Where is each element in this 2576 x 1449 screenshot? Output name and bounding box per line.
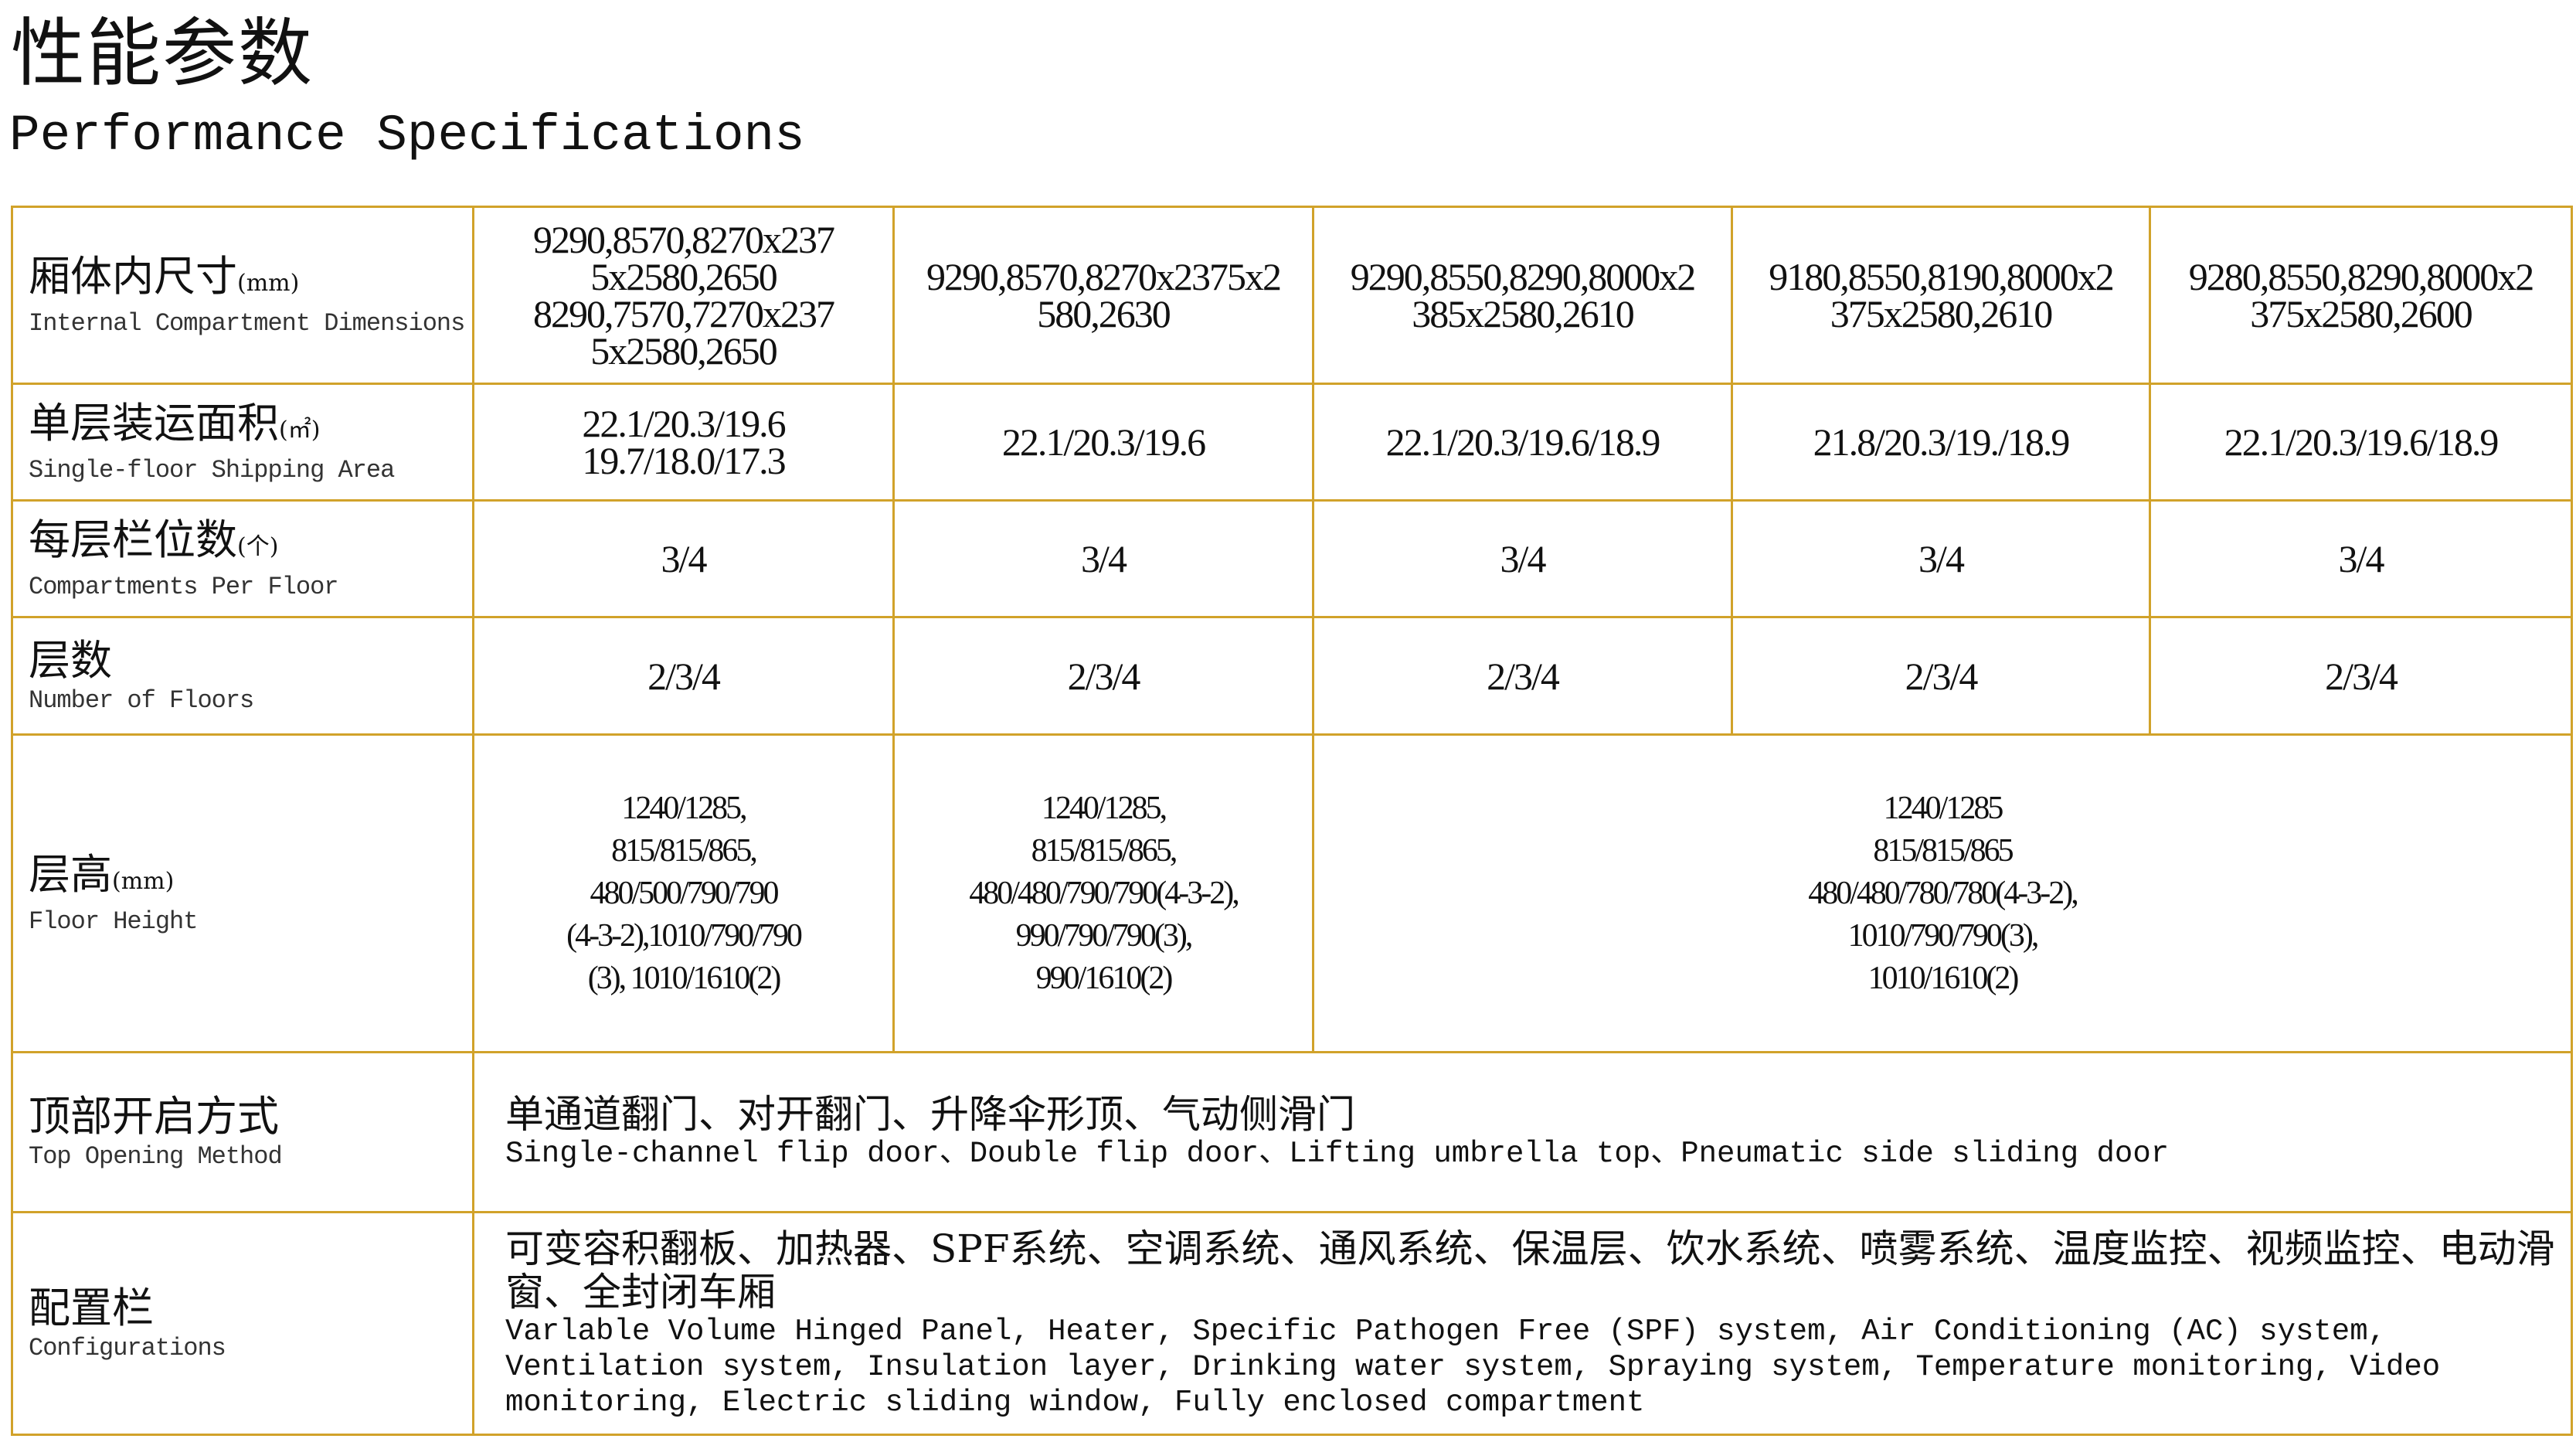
label-cn: 每层栏位数 <box>29 515 237 564</box>
row-label: 厢体内尺寸(mm) Internal Compartment Dimension… <box>11 206 474 385</box>
label-en: Compartments Per Floor <box>29 572 338 601</box>
label-cn: 厢体内尺寸 <box>29 251 237 301</box>
label-en: Floor Height <box>29 906 198 936</box>
table-row-top-opening: 顶部开启方式 Top Opening Method 单通道翻门、对开翻门、升降伞… <box>11 1051 2573 1213</box>
table-cell: 3/4 <box>2149 499 2573 618</box>
label-unit: (mm) <box>237 269 300 297</box>
label-en: Top Opening Method <box>29 1142 283 1171</box>
table-row-compartments: 每层栏位数(个) Compartments Per Floor 3/4 3/4 … <box>11 499 2573 618</box>
table-cell: 2/3/4 <box>892 616 1314 736</box>
table-cell: 9290,8550,8290,8000x2 385x2580,2610 <box>1312 206 1733 385</box>
label-cn: 顶部开启方式 <box>29 1092 279 1141</box>
label-en: Configurations <box>29 1333 226 1362</box>
table-cell-merged: 单通道翻门、对开翻门、升降伞形顶、气动侧滑门 Single-channel fl… <box>472 1051 2573 1213</box>
table-cell: 1240/1285, 815/815/865, 480/480/790/790(… <box>892 733 1314 1053</box>
label-en: Internal Compartment Dimensions <box>29 308 465 338</box>
table-cell-merged: 1240/1285 815/815/865 480/480/780/780(4-… <box>1312 733 2573 1053</box>
table-cell: 2/3/4 <box>2149 616 2573 736</box>
table-cell: 22.1/20.3/19.6/18.9 <box>1312 383 1733 502</box>
table-cell: 2/3/4 <box>472 616 895 736</box>
table-cell: 3/4 <box>892 499 1314 618</box>
table-row-dimensions: 厢体内尺寸(mm) Internal Compartment Dimension… <box>11 206 2573 385</box>
table-cell: 3/4 <box>472 499 895 618</box>
label-en: Number of Floors <box>29 685 254 715</box>
table-cell: 9180,8550,8190,8000x2 375x2580,2610 <box>1731 206 2151 385</box>
page-title-cn: 性能参数 <box>11 10 314 97</box>
value-en: Varlable Volume Hinged Panel, Heater, Sp… <box>505 1314 2441 1420</box>
label-cn: 层高 <box>29 849 112 899</box>
row-label: 配置栏 Configurations <box>11 1211 474 1436</box>
label-cn: 层数 <box>29 635 112 685</box>
table-cell: 22.1/20.3/19.6 <box>892 383 1314 502</box>
value-en: Single-channel flip door、Double flip doo… <box>505 1137 2170 1171</box>
label-cn: 配置栏 <box>29 1283 154 1332</box>
table-cell: 22.1/20.3/19.6/18.9 <box>2149 383 2573 502</box>
label-unit: (㎡) <box>279 416 321 444</box>
table-cell: 21.8/20.3/19./18.9 <box>1731 383 2151 502</box>
label-cn: 单层装运面积 <box>29 398 279 447</box>
value-cn: 可变容积翻板、加热器、SPF系统、空调系统、通风系统、保温层、饮水系统、喷雾系统… <box>505 1226 2555 1315</box>
label-unit: (mm) <box>112 867 175 895</box>
table-cell: 9290,8570,8270x237 5x2580,2650 8290,7570… <box>472 206 895 385</box>
row-label: 每层栏位数(个) Compartments Per Floor <box>11 499 474 618</box>
label-unit: (个) <box>237 532 279 560</box>
table-row-floor-height: 层高(mm) Floor Height 1240/1285, 815/815/8… <box>11 733 2573 1053</box>
value-cn: 单通道翻门、对开翻门、升降伞形顶、气动侧滑门 <box>505 1092 1355 1137</box>
table-cell-merged: 可变容积翻板、加热器、SPF系统、空调系统、通风系统、保温层、饮水系统、喷雾系统… <box>472 1211 2573 1436</box>
table-cell: 2/3/4 <box>1312 616 1733 736</box>
page-title-en: Performance Specifications <box>9 107 805 165</box>
row-label: 单层装运面积(㎡) Single-floor Shipping Area <box>11 383 474 502</box>
specifications-table: 厢体内尺寸(mm) Internal Compartment Dimension… <box>11 206 2573 1436</box>
table-cell: 22.1/20.3/19.6 19.7/18.0/17.3 <box>472 383 895 502</box>
row-label: 层数 Number of Floors <box>11 616 474 736</box>
row-label: 顶部开启方式 Top Opening Method <box>11 1051 474 1213</box>
table-row-floors: 层数 Number of Floors 2/3/4 2/3/4 2/3/4 2/… <box>11 616 2573 736</box>
table-cell: 2/3/4 <box>1731 616 2151 736</box>
table-row-configurations: 配置栏 Configurations 可变容积翻板、加热器、SPF系统、空调系统… <box>11 1211 2573 1436</box>
table-cell: 9280,8550,8290,8000x2 375x2580,2600 <box>2149 206 2573 385</box>
table-cell: 1240/1285, 815/815/865, 480/500/790/790 … <box>472 733 895 1053</box>
table-cell: 3/4 <box>1312 499 1733 618</box>
table-cell: 3/4 <box>1731 499 2151 618</box>
label-en: Single-floor Shipping Area <box>29 455 395 485</box>
table-row-area: 单层装运面积(㎡) Single-floor Shipping Area 22.… <box>11 383 2573 502</box>
table-cell: 9290,8570,8270x2375x2 580,2630 <box>892 206 1314 385</box>
row-label: 层高(mm) Floor Height <box>11 733 474 1053</box>
